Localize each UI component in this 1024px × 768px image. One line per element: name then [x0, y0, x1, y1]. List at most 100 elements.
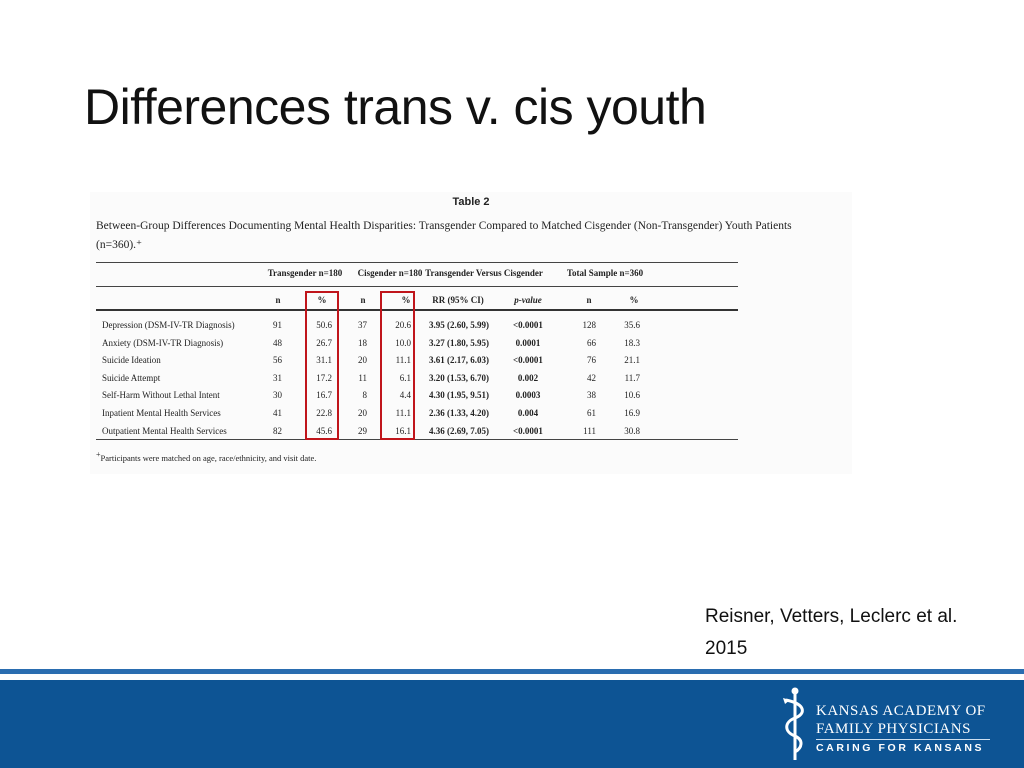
cell-sn: 128 [582, 320, 597, 330]
cell-cn: 20 [358, 355, 367, 366]
cell-tp: 31.1 [316, 355, 332, 366]
table-row: Suicide Ideation 56 31.1 20 11.1 3.61 (2.17, … [90, 355, 852, 372]
cell-label: Anxiety (DSM-IV-TR Diagnosis) [102, 337, 224, 348]
cell-p: 0.0001 [515, 337, 541, 348]
cell-cp: 11.1 [395, 408, 411, 418]
citation-year: 2015 [705, 638, 748, 659]
cell-label: Self-Harm Without Lethal Intent [102, 390, 220, 401]
table-caption: Between-Group Differences Documenting Me… [96, 217, 848, 255]
footer-accent-line [0, 669, 1024, 674]
group-header-transgender: Transgender n=180 [267, 268, 343, 278]
table-image: Table 2 Between-Group Differences Docume… [90, 192, 852, 474]
cell-p: 0.004 [517, 408, 539, 418]
logo-tagline: CARING FOR KANSANS [816, 742, 985, 754]
cell-tn: 30 [273, 390, 282, 401]
cell-tn: 56 [273, 355, 282, 366]
cell-p: 0.002 [517, 372, 539, 383]
cell-tn: 82 [273, 425, 282, 436]
table-top-rule [96, 262, 738, 263]
cell-sn: 42 [587, 372, 596, 383]
cell-cp: 20.6 [395, 320, 411, 330]
kafp-logo: KANSAS ACADEMY OF FAMILY PHYSICIANS CARI… [780, 684, 1000, 764]
cell-cp: 11.1 [395, 355, 411, 366]
table-row: Inpatient Mental Health Services 41 22.8 20… [90, 408, 852, 425]
group-header-total: Total Sample n=360 [566, 268, 644, 278]
cell-rr: 4.36 (2.69, 7.05) [429, 425, 489, 436]
cell-p: <0.0001 [513, 320, 543, 330]
table-header-rule [96, 286, 738, 287]
cell-sn: 111 [583, 425, 596, 436]
cell-cn: 20 [358, 408, 367, 418]
table-bottom-rule [96, 439, 738, 440]
cell-rr: 3.20 (1.53, 6.70) [429, 372, 489, 383]
cell-rr: 3.27 (1.80, 5.95) [429, 337, 489, 348]
table-row: Suicide Attempt 31 17.2 11 6.1 3.20 (1.53, 6.… [90, 373, 852, 390]
cell-tp: 45.6 [316, 425, 332, 436]
footer-band [0, 680, 1024, 768]
cell-rr: 3.95 (2.60, 5.99) [429, 320, 489, 330]
cell-tn: 31 [273, 372, 282, 383]
cell-tn: 91 [273, 320, 282, 330]
subheader-trans-pct: % [317, 295, 327, 305]
table-row: Depression (DSM-IV-TR Diagnosis) 91 50.6 37… [90, 320, 852, 337]
footnote-mark: + [96, 450, 101, 459]
cell-tp: 16.7 [316, 390, 332, 401]
cell-p: 0.0003 [515, 390, 541, 401]
footnote-text: Participants were matched on age, race/e… [100, 452, 317, 463]
cell-cn: 37 [358, 320, 367, 330]
subheader-rr: RR (95% CI) [432, 295, 484, 305]
table-caption-line1: Between-Group Differences Documenting Me… [96, 220, 792, 232]
table-footnote: +Participants were matched on age, race/… [96, 450, 316, 463]
table-row: Self-Harm Without Lethal Intent 30 16.7 8 4.… [90, 390, 852, 407]
cell-cp: 10.0 [395, 337, 411, 348]
cell-p: <0.0001 [513, 425, 543, 436]
cell-sn: 61 [587, 408, 596, 418]
subheader-trans-n: n [275, 295, 281, 305]
cell-tp: 22.8 [316, 408, 332, 418]
slide-title: Differences trans v. cis youth [84, 79, 707, 135]
caduceus-icon [783, 687, 804, 760]
cell-cp: 6.1 [399, 372, 411, 383]
group-header-comparison: Transgender Versus Cisgender [425, 268, 543, 278]
footer-gap-line [0, 674, 1024, 680]
citation: Reisner, Vetters, Leclerc et al. 2015 [705, 601, 1015, 665]
cell-tn: 48 [273, 337, 282, 348]
cell-sp: 35.6 [624, 320, 640, 330]
table-caption-line2: (n=360).⁺ [96, 239, 143, 251]
cell-cn: 8 [362, 390, 368, 401]
group-header-cisgender: Cisgender n=180 [357, 268, 423, 278]
cell-cp: 4.4 [399, 390, 411, 401]
subheader-p-value: p-value [514, 295, 542, 305]
cell-rr: 4.30 (1.95, 9.51) [429, 390, 489, 401]
cell-rr: 2.36 (1.33, 4.20) [429, 408, 489, 418]
table-label: Table 2 [452, 196, 490, 208]
cell-sp: 30.8 [624, 425, 640, 436]
cell-label: Outpatient Mental Health Services [102, 425, 227, 436]
subheader-cis-pct: % [401, 295, 411, 305]
cell-label: Inpatient Mental Health Services [102, 408, 221, 418]
table-row: Outpatient Mental Health Services 82 45.6 2… [90, 426, 852, 443]
subheader-total-pct: % [629, 295, 639, 305]
cell-label: Depression (DSM-IV-TR Diagnosis) [102, 320, 235, 330]
citation-authors: Reisner, Vetters, Leclerc et al. [705, 606, 958, 627]
cell-tp: 17.2 [316, 372, 332, 383]
table-row: Anxiety (DSM-IV-TR Diagnosis) 48 26.7 18 10.… [90, 338, 852, 355]
cell-sn: 66 [587, 337, 596, 348]
cell-label: Suicide Ideation [102, 355, 161, 366]
cell-tp: 50.6 [316, 320, 332, 330]
cell-sp: 18.3 [624, 337, 640, 348]
cell-sn: 76 [587, 355, 596, 366]
cell-cp: 16.1 [395, 425, 411, 436]
cell-sp: 11.7 [624, 372, 640, 383]
cell-sn: 38 [587, 390, 596, 401]
cell-cn: 18 [358, 337, 367, 348]
cell-cn: 29 [358, 425, 367, 436]
highlight-box-transgender-pct [305, 291, 339, 440]
logo-line-1: KANSAS ACADEMY OF [816, 703, 986, 719]
table-body-rule [96, 309, 738, 311]
logo-line-2: FAMILY PHYSICIANS [816, 721, 971, 737]
cell-label: Suicide Attempt [102, 372, 161, 383]
highlight-box-cisgender-pct [380, 291, 415, 440]
cell-p: <0.0001 [513, 355, 543, 366]
subheader-cis-n: n [360, 295, 366, 305]
